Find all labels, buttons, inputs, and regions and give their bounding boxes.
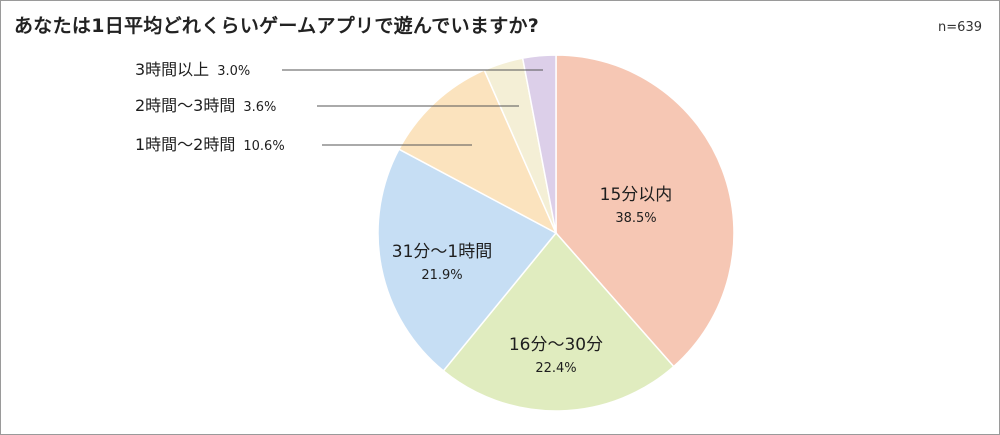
chart-title: あなたは1日平均どれくらいゲームアプリで遊んでいますか? [14, 15, 540, 37]
slice-value-1: 38.5% [615, 211, 656, 226]
slice-label-1: 15分以内 [600, 185, 673, 205]
pie-slice-4 [397, 69, 558, 235]
pie-slice-1 [555, 54, 735, 368]
slice-label-4: 1時間〜2時間 [135, 135, 235, 154]
slice-value-6: 3.0% [217, 64, 250, 79]
slice-label-2: 16分〜30分 [509, 335, 603, 355]
sample-size: n=639 [938, 20, 982, 35]
slice-label-3: 31分〜1時間 [392, 242, 492, 262]
pie-slice-2 [442, 231, 675, 412]
slice-label-5: 2時間〜3時間 [135, 96, 235, 115]
pie-slice-6 [521, 54, 557, 234]
pie-slice-3 [377, 148, 558, 372]
callout-6: 3時間以上 3.0% [135, 60, 543, 79]
slice-value-2: 22.4% [535, 361, 576, 376]
callout-4: 1時間〜2時間 10.6% [135, 135, 472, 154]
slice-value-4: 10.6% [243, 139, 284, 154]
callout-5: 2時間〜3時間 3.6% [135, 96, 519, 115]
slice-label-6: 3時間以上 [135, 60, 209, 79]
slice-value-5: 3.6% [243, 100, 276, 115]
slice-value-3: 21.9% [421, 268, 462, 283]
